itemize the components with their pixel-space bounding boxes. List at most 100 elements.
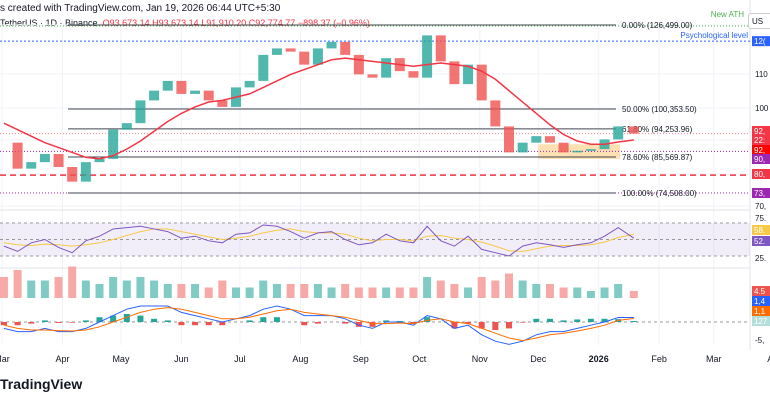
macd-histogram-bar [424, 317, 431, 322]
macd-histogram-bar [492, 322, 499, 330]
candle [244, 80, 255, 88]
indicator-badge [752, 286, 770, 296]
x-tick-label: Jun [174, 354, 189, 364]
macd-histogram-bar [55, 322, 62, 323]
x-tick-label: Aug [292, 354, 308, 364]
macd-histogram-bar [96, 317, 103, 322]
indicator-badge [752, 296, 770, 306]
volume-bar [559, 287, 568, 298]
indicator-badge-text: 58. [754, 226, 765, 235]
volume-bar [286, 284, 295, 298]
currency-selector[interactable]: US [748, 13, 770, 29]
candle [53, 154, 64, 168]
macd-histogram-bar [192, 322, 199, 326]
y-tick-label: 70, [755, 202, 766, 211]
indicator-badge [752, 306, 770, 316]
candle [476, 64, 487, 101]
fib-label: 61.80% (94,253.96) [622, 125, 693, 134]
macd-histogram-bar [630, 321, 637, 322]
volume-bar [409, 287, 418, 298]
indicator-badge-text: 4.5 [754, 287, 766, 296]
volume-bar [629, 291, 638, 298]
candle [435, 35, 446, 62]
x-tick-label: May [112, 354, 130, 364]
macd-histogram-bar [314, 322, 321, 324]
ohlc-change: −898.37 (−0.96%) [297, 18, 370, 28]
volume-bar [13, 270, 22, 298]
moving-average-line [3, 57, 634, 160]
macd-histogram-bar [246, 320, 253, 322]
macd-histogram-bar [178, 322, 185, 326]
candle [585, 149, 596, 151]
volume-bar [300, 284, 309, 298]
volume-bar [95, 284, 104, 298]
candle [449, 61, 460, 85]
macd-histogram-bar [410, 322, 417, 324]
macd-histogram-bar [301, 322, 308, 326]
macd-histogram-bar [451, 322, 458, 329]
volume-bar [177, 284, 186, 298]
macd-histogram-bar [546, 318, 553, 322]
candle [121, 123, 132, 130]
volume-bar [368, 287, 377, 298]
price-badge [752, 154, 770, 164]
volume-bar [518, 280, 527, 298]
candle [628, 126, 639, 134]
macd-histogram-bar [369, 322, 376, 327]
candle [572, 150, 583, 153]
macd-histogram-bar [69, 322, 76, 323]
candle [367, 74, 378, 78]
candle [39, 154, 50, 163]
candle [544, 136, 555, 143]
x-tick-label: Mar [0, 354, 10, 364]
candle [613, 126, 624, 140]
volume-bar [191, 284, 200, 298]
y-tick-label: 110 [755, 70, 768, 79]
volume-bar [27, 280, 36, 298]
macd-histogram-bar [355, 322, 362, 327]
candle [504, 126, 514, 153]
indicator-badge-text: 1,1 [754, 307, 766, 316]
candle [94, 158, 105, 163]
macd-histogram-bar [342, 322, 349, 324]
candle [381, 58, 392, 78]
indicator-badge-text: 127 [754, 317, 768, 326]
x-tick-label: Dec [530, 354, 547, 364]
candle [271, 48, 282, 55]
volume-bar [464, 287, 473, 298]
candle [80, 162, 91, 182]
macd-histogram-bar [123, 314, 130, 322]
volume-bar [81, 280, 90, 298]
volume-bar [204, 287, 213, 298]
volume-bar [232, 287, 240, 298]
x-tick-label: Jul [234, 354, 246, 364]
candle [190, 90, 201, 94]
macd-histogram-bar [587, 318, 594, 322]
candle [149, 90, 160, 101]
signal-line [3, 307, 634, 342]
volume-bar [423, 277, 432, 298]
candle [203, 90, 214, 101]
macd-histogram-bar [164, 320, 171, 322]
macd-histogram-bar [260, 317, 267, 322]
price-badge [752, 145, 770, 155]
y-tick-label: 25. [755, 254, 766, 263]
tradingview-logo: TradingView [0, 376, 83, 392]
fib-label: 50.00% (100,353.50) [622, 105, 697, 114]
volume-bar [341, 284, 350, 298]
y-tick-label: 75. [755, 214, 766, 223]
candle [340, 41, 351, 55]
macd-line [3, 305, 634, 345]
volume-bar [600, 287, 609, 298]
volume-bar [586, 291, 595, 298]
price-badge [752, 126, 770, 136]
candle [326, 41, 337, 49]
volume-bar [313, 284, 322, 298]
volume-bar [150, 280, 159, 298]
volume-bar [505, 273, 513, 298]
volume-bar [0, 277, 8, 298]
volume-bar [163, 284, 172, 298]
macd-histogram-bar [219, 322, 226, 326]
volume-bar [436, 280, 445, 298]
